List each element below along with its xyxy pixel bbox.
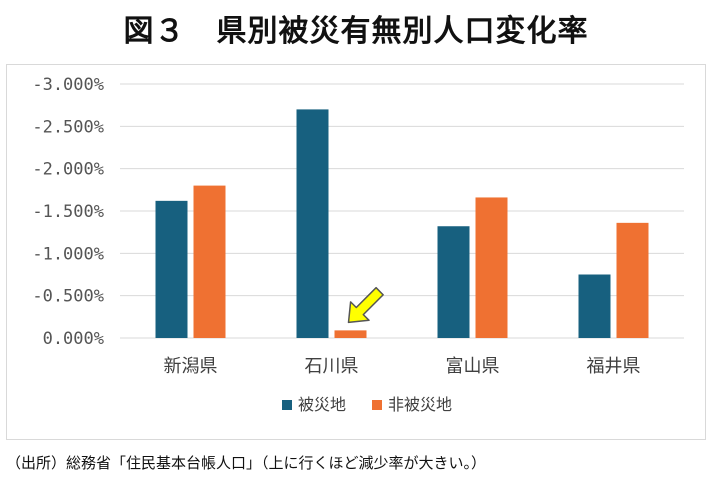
bar-hisaichi-1 xyxy=(296,109,329,339)
bar-hihisaichi-0 xyxy=(193,185,226,338)
x-category-label: 富山県 xyxy=(446,356,500,377)
arrow-pointer-icon xyxy=(347,286,384,324)
y-tick-label: -2.500% xyxy=(32,117,104,137)
x-category-label: 福井県 xyxy=(587,356,641,377)
bar-hisaichi-2 xyxy=(437,226,470,338)
bar-hihisaichi-3 xyxy=(616,222,649,338)
bar-hihisaichi-2 xyxy=(475,197,508,338)
y-tick-label: -1.000% xyxy=(32,244,104,264)
chart-title: 図３ 県別被災有無別人口変化率 xyxy=(123,14,589,49)
source-note: （出所）総務省「住民基本台帳人口」（上に行くほど減少率が大きい。） xyxy=(6,454,487,472)
x-category-label: 石川県 xyxy=(305,356,359,377)
y-tick-label: -3.000% xyxy=(32,75,104,95)
y-tick-label: -2.000% xyxy=(32,160,104,180)
bar-chart: 0.000% -0.500% -1.000% -1.500% -2.000% -2.500… xyxy=(32,75,684,414)
legend-label: 非被災地 xyxy=(388,395,452,414)
x-axis-categories: 新潟県 石川県 富山県 福井県 xyxy=(164,356,641,377)
legend-swatch-1 xyxy=(372,400,382,410)
arrow-pointer-icon xyxy=(347,286,384,324)
bars xyxy=(155,109,649,339)
y-tick-label: -0.500% xyxy=(32,287,104,307)
bar-hisaichi-0 xyxy=(155,200,188,338)
legend-swatch-0 xyxy=(282,400,292,410)
y-axis-ticks: 0.000% -0.500% -1.000% -1.500% -2.000% -2.500… xyxy=(32,75,104,349)
bar-hisaichi-3 xyxy=(578,274,611,338)
legend: 被災地 非被災地 xyxy=(282,395,452,414)
y-tick-label: 0.000% xyxy=(43,329,104,349)
bar-hihisaichi-1 xyxy=(334,330,367,338)
x-category-label: 新潟県 xyxy=(164,356,218,377)
y-tick-label: -1.500% xyxy=(32,202,104,222)
legend-label: 被災地 xyxy=(298,395,346,414)
chart-area xyxy=(6,64,706,440)
